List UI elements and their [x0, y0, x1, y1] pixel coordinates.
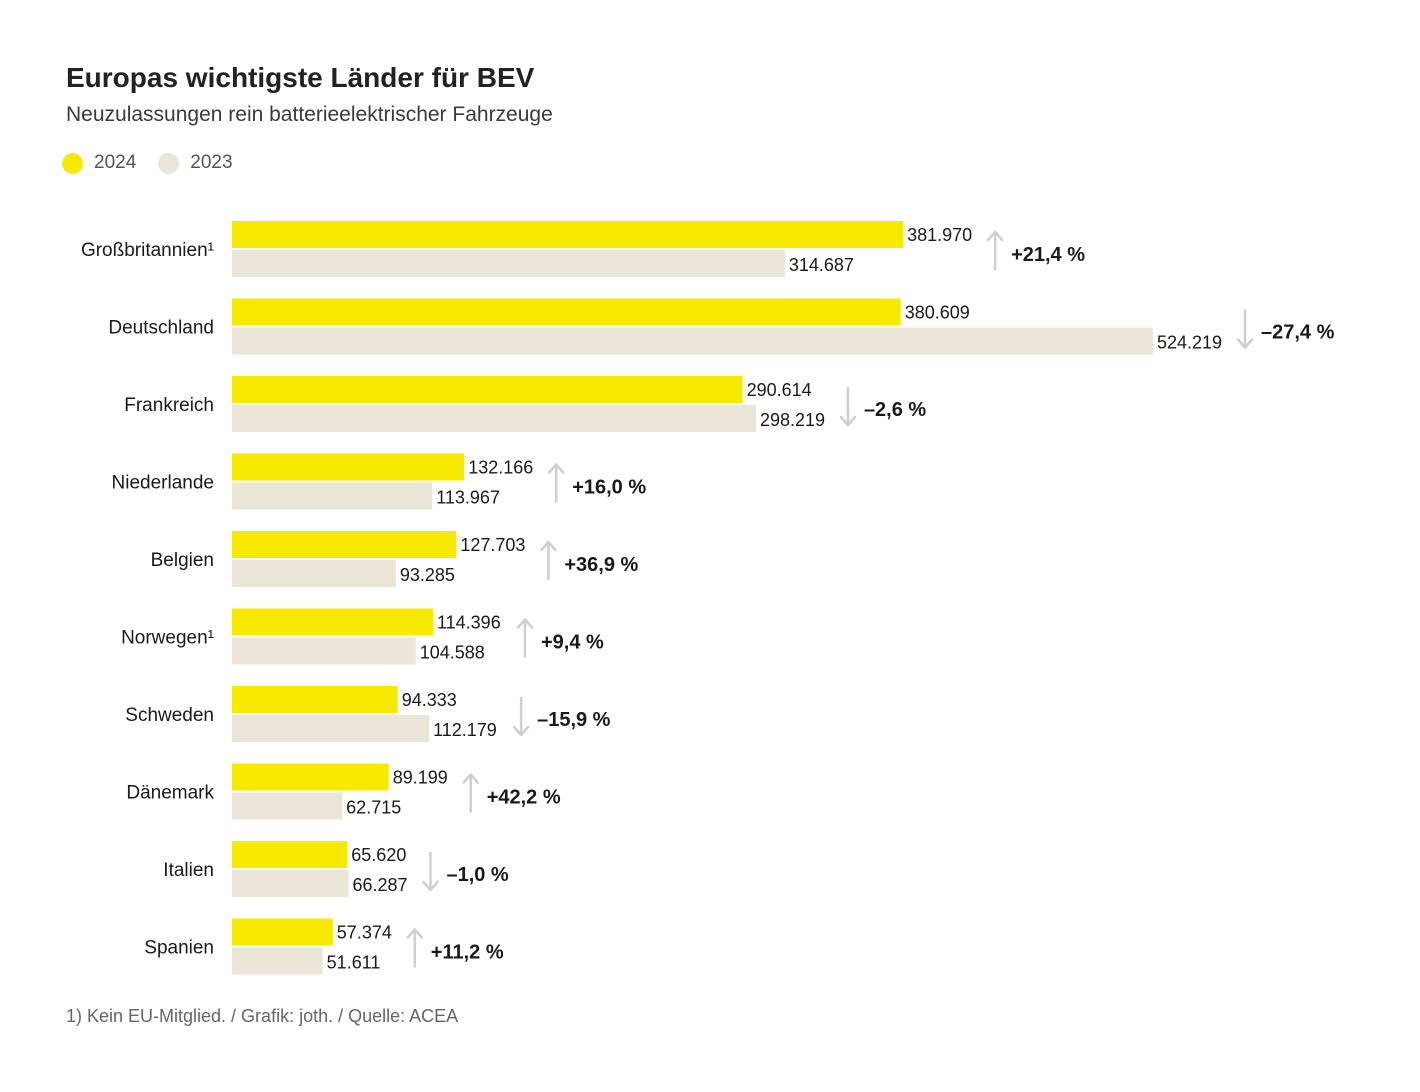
- category-label: Deutschland: [108, 318, 214, 339]
- value-label-2023: 104.588: [420, 643, 485, 663]
- category-label: Schweden: [125, 705, 214, 726]
- bar-2024: [232, 298, 901, 326]
- bar-2024: [232, 918, 333, 946]
- category-label: Großbritannien¹: [81, 240, 214, 261]
- value-label-2024: 132.166: [468, 458, 533, 478]
- category-label: Italien: [163, 860, 214, 881]
- value-label-2023: 112.179: [433, 720, 497, 740]
- bar-2023: [232, 870, 349, 897]
- change-label: –27,4 %: [1261, 322, 1335, 344]
- value-label-2024: 57.374: [337, 923, 392, 943]
- arrow-head-up: [547, 463, 565, 474]
- legend-label-2023: 2023: [190, 152, 233, 173]
- bar-2023: [232, 792, 343, 820]
- bar-2024: [232, 531, 457, 558]
- change-label: +42,2 %: [487, 787, 561, 809]
- arrow-head-up: [406, 928, 424, 939]
- value-label-2023: 113.967: [436, 488, 500, 508]
- bar-2023: [232, 947, 323, 975]
- arrow-head-up: [986, 230, 1004, 242]
- change-label: –1,0 %: [446, 864, 508, 886]
- value-label-2024: 127.703: [460, 535, 525, 555]
- category-label: Norwegen¹: [121, 628, 214, 649]
- value-label-2023: 66.287: [352, 875, 407, 895]
- change-label: +36,9 %: [564, 554, 638, 576]
- value-label-2024: 65.620: [351, 845, 406, 865]
- chart-title: Europas wichtigste Länder für BEV: [66, 62, 535, 93]
- value-label-2024: 381.970: [907, 225, 972, 245]
- bar-2024: [232, 453, 465, 481]
- change-label: –15,9 %: [537, 709, 611, 731]
- bar-2023: [232, 482, 433, 510]
- arrow-head-down: [512, 725, 530, 737]
- bar-2023: [232, 250, 785, 277]
- legend: 2024 2023: [62, 152, 255, 174]
- arrow-head-down: [839, 415, 857, 427]
- arrow-head-up: [516, 618, 534, 629]
- bar-2023: [232, 327, 1153, 355]
- category-label: Belgien: [151, 550, 214, 571]
- category-label: Niederlande: [112, 473, 214, 494]
- value-label-2023: 62.715: [346, 798, 401, 818]
- value-label-2023: 524.219: [1157, 333, 1222, 353]
- value-label-2024: 380.609: [905, 303, 970, 323]
- change-label: +16,0 %: [572, 477, 646, 499]
- value-label-2023: 298.219: [760, 410, 825, 430]
- legend-item-2023: 2023: [158, 152, 233, 174]
- category-label: Frankreich: [124, 395, 214, 416]
- change-label: +9,4 %: [541, 632, 604, 654]
- bar-2024: [232, 221, 904, 248]
- legend-label-2024: 2024: [94, 152, 137, 173]
- legend-swatch-2024: [62, 152, 83, 174]
- category-label: Spanien: [144, 938, 214, 959]
- change-label: –2,6 %: [864, 399, 926, 421]
- bar-2024: [232, 608, 433, 636]
- value-label-2024: 94.333: [402, 690, 457, 710]
- bar-2023: [232, 405, 756, 432]
- arrow-head-up: [540, 540, 557, 552]
- bar-2023: [232, 560, 396, 587]
- change-label: +11,2 %: [431, 942, 504, 964]
- value-label-2024: 89.199: [393, 768, 448, 788]
- bar-2023: [232, 715, 430, 742]
- value-label-2024: 114.396: [437, 613, 501, 633]
- change-label: +21,4 %: [1011, 244, 1085, 266]
- bar-2024: [232, 763, 389, 791]
- legend-item-2024: 2024: [62, 152, 136, 174]
- value-label-2023: 314.687: [789, 255, 854, 275]
- bar-2024: [232, 376, 743, 403]
- arrow-head-down: [422, 880, 439, 892]
- arrow-head-up: [462, 773, 479, 784]
- value-label-2024: 290.614: [747, 380, 812, 400]
- value-label-2023: 51.611: [327, 953, 381, 973]
- bar-2024: [232, 841, 348, 868]
- value-label-2023: 93.285: [400, 565, 455, 585]
- chart-subtitle: Neuzulassungen rein batterieelektrischer…: [66, 103, 553, 126]
- bar-2023: [232, 637, 416, 665]
- bar-2024: [232, 686, 398, 713]
- arrow-head-down: [1236, 338, 1254, 349]
- legend-swatch-2023: [158, 152, 180, 174]
- category-label: Dänemark: [126, 783, 214, 804]
- bar-chart: Großbritannien¹ 381.970 314.687 +21,4 % Deut…: [81, 221, 1335, 975]
- footnote: 1) Kein EU-Mitglied. / Grafik: joth. / Q…: [66, 1006, 459, 1026]
